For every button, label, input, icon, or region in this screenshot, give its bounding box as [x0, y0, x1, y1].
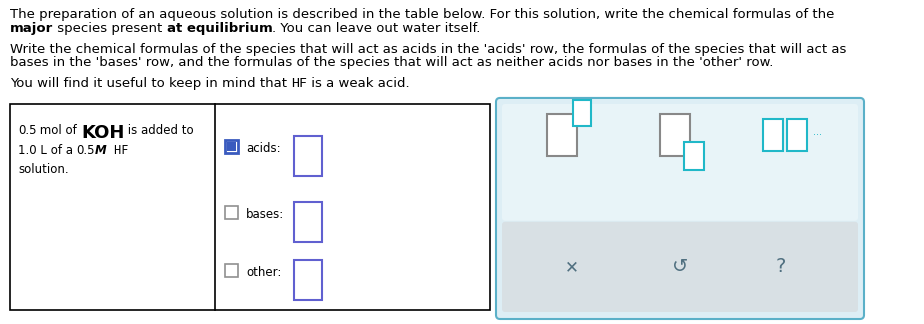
Text: ...: ... — [813, 127, 822, 137]
Text: 1.0 L: 1.0 L — [18, 144, 47, 156]
Text: The preparation of an aqueous solution is described in the table below. For this: The preparation of an aqueous solution i… — [10, 8, 834, 21]
Text: You will find it useful to keep in mind that: You will find it useful to keep in mind … — [10, 77, 291, 90]
Text: species present: species present — [54, 22, 166, 35]
Bar — [225, 264, 238, 277]
Text: HF: HF — [107, 144, 128, 156]
Text: . You can leave out water itself.: . You can leave out water itself. — [273, 22, 480, 35]
Text: of a: of a — [47, 144, 77, 156]
Bar — [763, 119, 783, 151]
Text: is a weak acid.: is a weak acid. — [308, 77, 410, 90]
Text: major: major — [10, 22, 54, 35]
Text: at equilibrium: at equilibrium — [166, 22, 273, 35]
Bar — [294, 202, 322, 242]
Bar — [660, 114, 690, 156]
Bar — [225, 206, 238, 219]
Text: mol of: mol of — [37, 124, 81, 137]
Text: ↺: ↺ — [672, 257, 688, 276]
Bar — [573, 100, 590, 126]
Bar — [294, 260, 322, 300]
FancyBboxPatch shape — [502, 222, 858, 312]
Text: Write the chemical formulas of the species that will act as acids in the 'acids': Write the chemical formulas of the speci… — [10, 43, 846, 56]
Bar — [10, 104, 490, 310]
Text: 0.5: 0.5 — [77, 144, 95, 156]
Bar — [227, 142, 236, 151]
Text: solution.: solution. — [18, 163, 68, 176]
Text: M: M — [95, 144, 107, 156]
Text: acids:: acids: — [246, 142, 281, 155]
Bar — [787, 119, 807, 151]
Bar — [225, 140, 238, 153]
Text: is added to: is added to — [125, 124, 194, 137]
Bar — [294, 136, 322, 176]
Text: bases:: bases: — [246, 208, 285, 221]
Text: bases in the 'bases' row, and the formulas of the species that will act as neith: bases in the 'bases' row, and the formul… — [10, 56, 773, 69]
Text: other:: other: — [246, 266, 282, 279]
Text: 0.5: 0.5 — [18, 124, 37, 137]
Bar — [547, 114, 577, 156]
FancyBboxPatch shape — [496, 98, 864, 319]
Text: HF: HF — [291, 77, 308, 90]
Bar — [684, 142, 704, 170]
FancyBboxPatch shape — [502, 104, 858, 221]
Text: ✕: ✕ — [565, 258, 579, 276]
Text: KOH: KOH — [81, 124, 125, 142]
Text: ?: ? — [775, 257, 786, 276]
